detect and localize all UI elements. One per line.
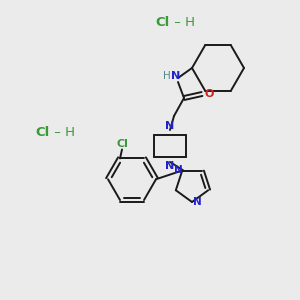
Text: Cl: Cl — [155, 16, 169, 28]
Text: N: N — [165, 121, 175, 131]
Text: – H: – H — [50, 125, 75, 139]
Text: N: N — [193, 197, 201, 207]
Text: H: H — [163, 71, 171, 81]
Text: – H: – H — [170, 16, 195, 28]
Text: Cl: Cl — [116, 140, 128, 149]
Text: Cl: Cl — [35, 125, 49, 139]
Text: N: N — [171, 71, 181, 81]
Text: O: O — [204, 89, 214, 99]
Text: N: N — [165, 161, 175, 171]
Text: N: N — [174, 165, 182, 175]
